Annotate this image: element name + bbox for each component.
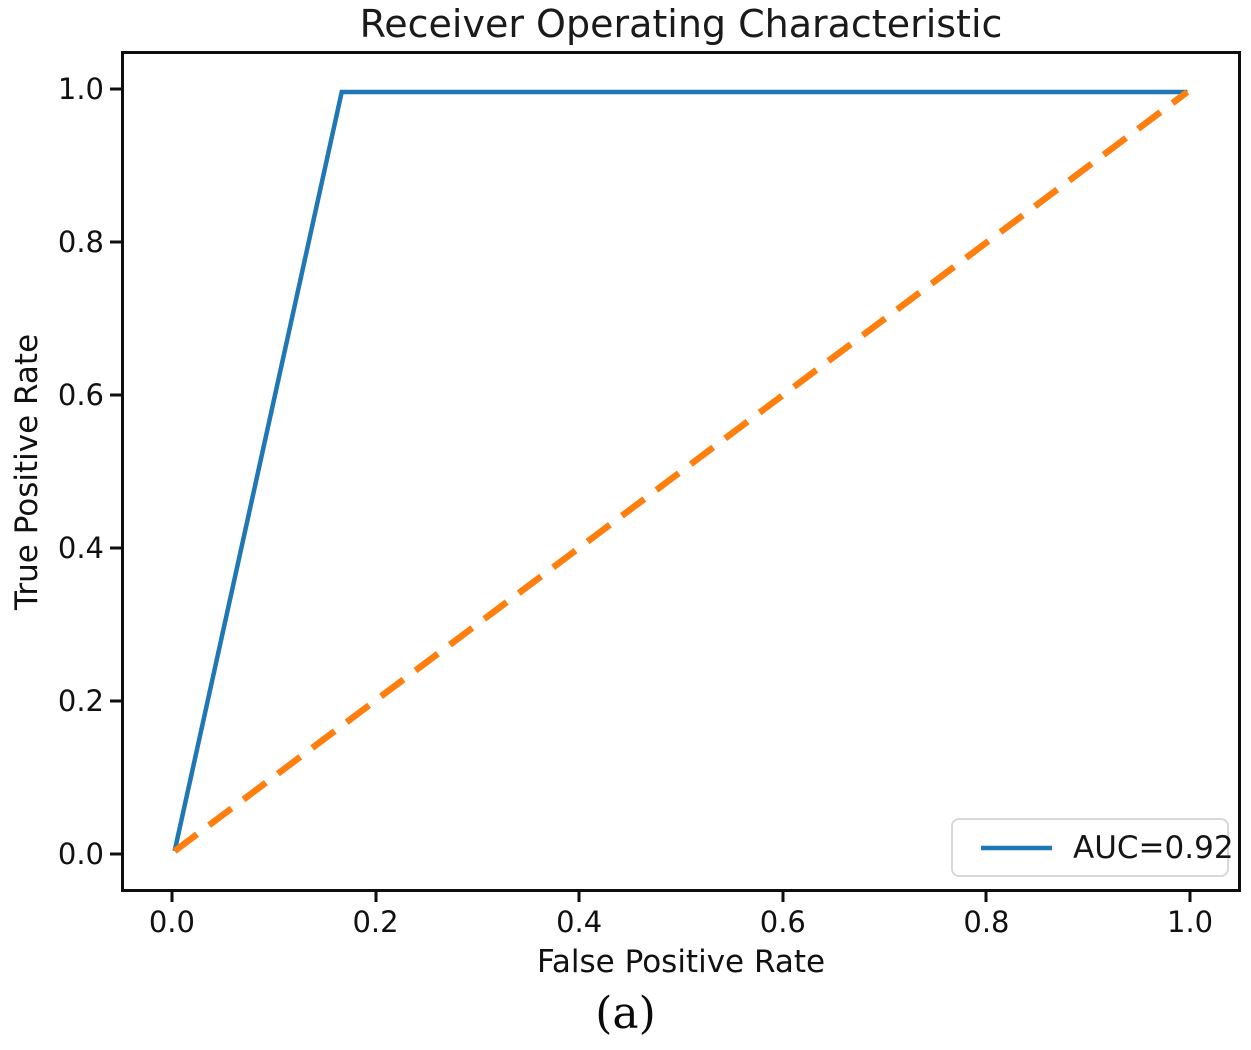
x-tick-mark: [984, 891, 988, 902]
y-tick-mark: [110, 546, 121, 550]
y-tick-mark: [110, 699, 121, 703]
plot-area: AUC=0.92: [121, 51, 1241, 892]
y-tick-label: 0.4: [57, 530, 104, 565]
x-tick-label: 0.0: [148, 905, 195, 939]
x-tick-label: 0.6: [759, 905, 806, 939]
x-axis-ticks: [121, 891, 1241, 903]
x-tick-mark: [170, 891, 174, 902]
y-tick-mark: [110, 87, 121, 91]
y-axis-ticks: [110, 51, 122, 892]
x-tick-mark: [781, 891, 785, 902]
x-tick-mark: [374, 891, 378, 902]
x-tick-label: 0.4: [556, 905, 603, 939]
figure-caption: (a): [595, 988, 656, 1039]
x-tick-label: 0.8: [963, 905, 1010, 939]
y-tick-label: 0.6: [57, 378, 104, 413]
chance-diagonal-line: [172, 89, 1190, 854]
x-axis-label: False Positive Rate: [536, 944, 826, 980]
x-tick-label: 0.2: [352, 905, 399, 939]
chart-title: Receiver Operating Characteristic: [359, 2, 1003, 46]
legend: AUC=0.92: [951, 818, 1234, 877]
x-axis-tick-labels: 0.0 0.2 0.4 0.6 0.8 1.0: [121, 905, 1241, 941]
y-tick-label: 0.8: [57, 225, 104, 260]
y-tick-mark: [110, 240, 121, 244]
x-tick-mark: [1188, 891, 1192, 902]
y-tick-label: 1.0: [57, 72, 104, 107]
legend-label: AUC=0.92: [1073, 829, 1234, 866]
roc-curve-line: [172, 89, 1188, 852]
y-tick-label: 0.0: [57, 836, 104, 871]
legend-line-sample: [981, 845, 1052, 850]
roc-plot-canvas: [172, 89, 1190, 854]
y-axis-tick-labels: 0.0 0.2 0.4 0.6 0.8 1.0: [0, 51, 104, 892]
x-tick-mark: [577, 891, 581, 902]
y-tick-mark: [110, 393, 121, 397]
y-tick-mark: [110, 852, 121, 856]
x-tick-label: 1.0: [1167, 905, 1214, 939]
y-tick-label: 0.2: [57, 683, 104, 718]
